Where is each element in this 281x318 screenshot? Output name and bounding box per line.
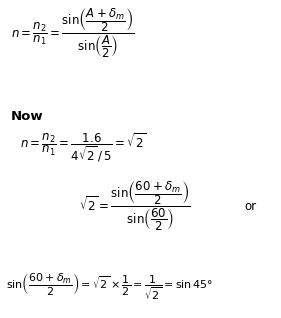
Text: or: or (244, 200, 257, 213)
Text: $\sqrt{2} = \dfrac{\sin\!\left(\dfrac{60+\delta_m}{2}\right)}{\sin\!\left(\dfrac: $\sqrt{2} = \dfrac{\sin\!\left(\dfrac{60… (79, 180, 190, 233)
Text: $\sin\!\left(\dfrac{60+\delta_m}{2}\right) = \sqrt{2}\times\dfrac{1}{2} = \dfrac: $\sin\!\left(\dfrac{60+\delta_m}{2}\righ… (6, 271, 213, 301)
Text: Now: Now (11, 110, 44, 122)
Text: $n = \dfrac{n_2}{n_1} = \dfrac{1.6}{4\sqrt{2}\,/\,5} = \sqrt{2}$: $n = \dfrac{n_2}{n_1} = \dfrac{1.6}{4\sq… (20, 132, 146, 164)
Text: $n = \dfrac{n_2}{n_1} = \dfrac{\sin\!\left(\dfrac{A+\delta_m}{2}\right)}{\sin\!\: $n = \dfrac{n_2}{n_1} = \dfrac{\sin\!\le… (11, 7, 135, 60)
